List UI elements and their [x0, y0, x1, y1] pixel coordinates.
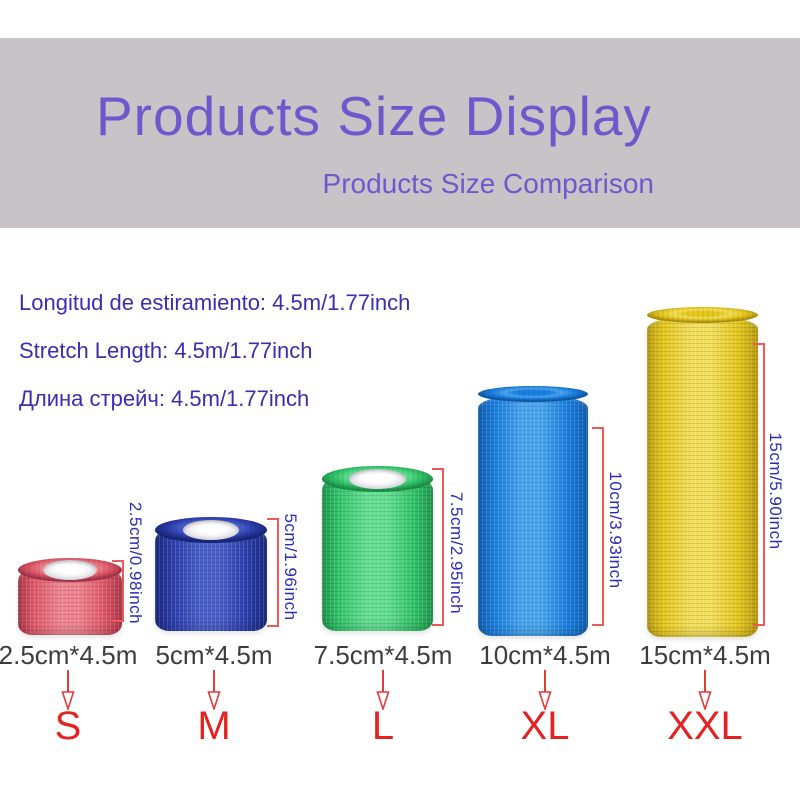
roll-top — [478, 386, 588, 402]
roll-core — [43, 560, 97, 580]
stretch-length-english: Stretch Length: 4.5m/1.77inch — [19, 338, 313, 363]
bandage-roll-m — [155, 517, 267, 631]
down-arrow-icon — [538, 670, 552, 710]
size-letter-xxl: XXL — [667, 704, 743, 748]
measure-bracket — [112, 560, 124, 622]
size-letter-s: S — [54, 704, 82, 748]
measure-bracket — [592, 427, 604, 626]
down-arrow-icon — [698, 670, 712, 710]
roll-body — [155, 530, 267, 631]
size-letter-xl: XL — [520, 704, 570, 748]
page-title: Products Size Display — [96, 85, 652, 147]
width-measurement: 10cm/3.93inch — [606, 471, 625, 589]
roll-body — [478, 394, 588, 636]
size-letter-l: L — [371, 704, 395, 748]
stretch-length-spanish: Longitud de estiramiento: 4.5m/1.77inch — [19, 290, 411, 315]
width-measurement: 2.5cm/0.98inch — [126, 501, 145, 625]
size-dimensions-label: 5cm*4.5m — [155, 640, 273, 670]
size-dimensions-label: 10cm*4.5m — [479, 640, 611, 670]
down-arrow-icon — [61, 670, 75, 710]
measure-bracket — [432, 468, 444, 626]
measure-bracket — [753, 343, 765, 626]
width-measurement: 5cm/1.96inch — [281, 513, 300, 621]
page-subtitle: Products Size Comparison — [322, 168, 654, 199]
roll-top — [647, 307, 758, 323]
bandage-roll-xxl — [647, 307, 758, 637]
width-measurement: 7.5cm/2.95inch — [447, 491, 466, 615]
size-dimensions-label: 2.5cm*4.5m — [0, 640, 138, 670]
stretch-length-russian: Длина стрейч: 4.5m/1.77inch — [19, 386, 310, 411]
size-letter-m: M — [197, 704, 231, 748]
down-arrow-icon — [207, 670, 221, 710]
header-banner — [0, 38, 800, 228]
down-arrow-icon — [376, 670, 390, 710]
bandage-roll-s — [18, 558, 122, 635]
roll-core — [349, 469, 406, 489]
measure-bracket — [267, 518, 279, 627]
bandage-roll-l — [322, 466, 433, 631]
bandage-roll-xl — [478, 386, 588, 636]
roll-body — [322, 479, 433, 631]
size-dimensions-label: 7.5cm*4.5m — [313, 640, 453, 670]
size-dimensions-label: 15cm*4.5m — [639, 640, 771, 670]
width-measurement: 15cm/5.90inch — [766, 432, 785, 550]
roll-body — [647, 315, 758, 637]
roll-core — [183, 520, 239, 540]
